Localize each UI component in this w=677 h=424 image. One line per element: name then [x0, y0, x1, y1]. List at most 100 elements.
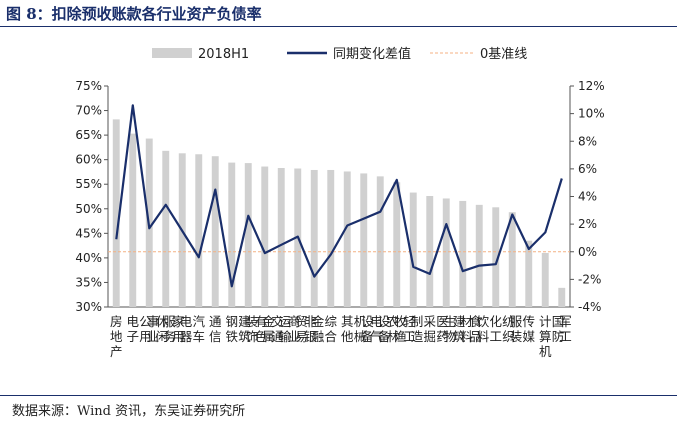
- bar: [409, 192, 417, 307]
- svg-text:掘: 掘: [424, 329, 437, 344]
- svg-text:运: 运: [279, 314, 292, 329]
- svg-text:计: 计: [539, 314, 552, 329]
- svg-text:业: 业: [288, 329, 301, 344]
- svg-text:制: 制: [411, 314, 424, 329]
- x-tick-label: 计算机: [539, 314, 552, 359]
- svg-text:物: 物: [444, 329, 457, 344]
- svg-text:机: 机: [539, 344, 552, 359]
- bar: [459, 200, 467, 307]
- legend-label-reference: 0基准线: [480, 47, 527, 62]
- svg-text:有: 有: [255, 314, 268, 329]
- svg-text:车: 车: [193, 329, 206, 344]
- svg-text:钢: 钢: [226, 314, 239, 329]
- svg-text:轻: 轻: [403, 314, 416, 329]
- svg-text:械: 械: [354, 329, 367, 344]
- svg-text:织: 织: [502, 329, 515, 344]
- x-tick-label: 传媒: [523, 314, 536, 344]
- svg-text:综: 综: [325, 314, 338, 329]
- svg-text:业: 业: [147, 329, 160, 344]
- title-bar: 图 8：扣除预收账款各行业资产负债率: [0, 0, 677, 27]
- svg-text:牧: 牧: [394, 314, 407, 329]
- svg-text:通: 通: [271, 329, 284, 344]
- left-tick-label: 50%: [75, 202, 102, 216]
- svg-text:饮: 饮: [477, 314, 490, 329]
- bar: [310, 169, 318, 307]
- right-tick-label: 6%: [578, 162, 597, 176]
- svg-text:公: 公: [139, 314, 152, 329]
- bar: [244, 163, 252, 307]
- svg-text:医: 医: [436, 314, 449, 329]
- bar: [525, 240, 533, 307]
- bar: [112, 119, 120, 307]
- svg-text:防: 防: [552, 329, 565, 344]
- bar: [195, 154, 203, 307]
- bar: [393, 182, 401, 307]
- left-tick-label: 75%: [75, 79, 102, 93]
- svg-text:材: 材: [460, 314, 473, 329]
- legend-label-line: 同期变化差值: [333, 46, 411, 62]
- svg-text:合: 合: [325, 329, 338, 344]
- x-tick-label: 化工: [490, 314, 503, 344]
- svg-text:交: 交: [271, 314, 284, 329]
- left-tick-label: 30%: [75, 300, 102, 314]
- svg-text:建: 建: [453, 314, 466, 329]
- svg-text:纺: 纺: [502, 314, 515, 329]
- svg-text:产: 产: [110, 344, 123, 359]
- bar: [261, 166, 269, 307]
- svg-text:工: 工: [559, 329, 572, 344]
- right-tick-label: 2%: [578, 217, 597, 231]
- svg-text:造: 造: [411, 329, 424, 344]
- bar: [558, 287, 566, 307]
- svg-text:装: 装: [246, 314, 259, 329]
- svg-text:色: 色: [255, 329, 268, 344]
- svg-text:气: 气: [370, 329, 383, 344]
- right-tick-label: -4%: [578, 300, 601, 314]
- left-tick-label: 70%: [75, 104, 102, 118]
- svg-text:料: 料: [477, 329, 490, 344]
- bar: [376, 176, 384, 307]
- svg-text:地: 地: [110, 329, 123, 344]
- svg-text:他: 他: [341, 329, 354, 344]
- bar: [360, 173, 368, 307]
- svg-text:备: 备: [378, 329, 391, 344]
- svg-text:易: 易: [295, 329, 308, 344]
- svg-text:子: 子: [127, 329, 140, 344]
- svg-text:商: 商: [288, 314, 301, 329]
- svg-text:食: 食: [469, 314, 482, 329]
- svg-text:贸: 贸: [295, 314, 308, 329]
- svg-text:备: 备: [361, 329, 374, 344]
- svg-text:工: 工: [403, 329, 416, 344]
- svg-text:器: 器: [180, 329, 193, 344]
- svg-text:筑: 筑: [238, 329, 251, 344]
- svg-text:采: 采: [424, 314, 437, 329]
- legend-label-bars: 2018H1: [198, 47, 249, 62]
- svg-text:品: 品: [469, 329, 482, 344]
- svg-text:工: 工: [490, 329, 503, 344]
- series-line-change: [115, 104, 563, 288]
- x-tick-label: 汽车: [193, 314, 206, 344]
- bar: [492, 207, 500, 307]
- svg-text:汽: 汽: [193, 314, 206, 329]
- x-tick-label: 通信: [209, 314, 222, 344]
- svg-text:非: 非: [304, 314, 317, 329]
- data-source: 数据来源：Wind 资讯，东吴证券研究所: [12, 404, 246, 419]
- bar: [211, 156, 219, 307]
- svg-text:房: 房: [110, 314, 123, 329]
- bar: [228, 162, 236, 307]
- right-tick-label: 4%: [578, 190, 597, 204]
- svg-text:农: 农: [387, 314, 400, 329]
- svg-text:金: 金: [262, 314, 275, 329]
- svg-text:传: 传: [523, 314, 536, 329]
